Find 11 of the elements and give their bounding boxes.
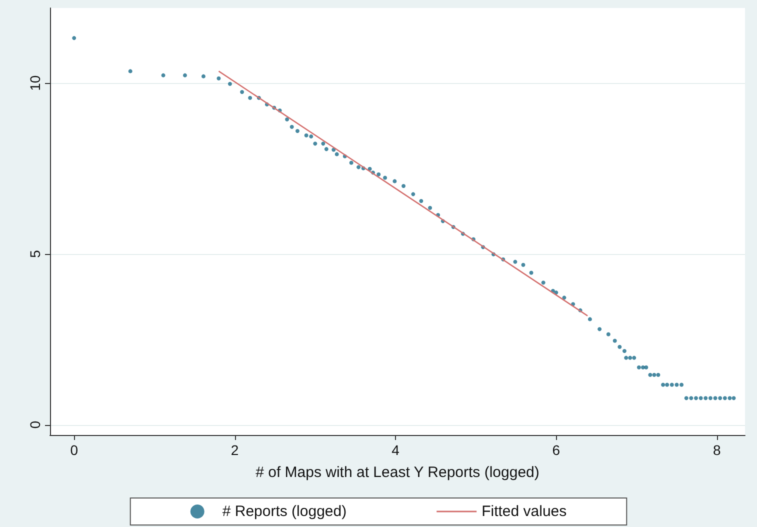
legend-label: # Reports (logged) [222,503,347,520]
x-tick-label: 8 [712,442,721,458]
legend-label: Fitted values [482,503,567,520]
y-tick-label: 5 [27,250,43,258]
x-tick-label: 2 [230,442,239,458]
x-axis-title: # of Maps with at Least Y Reports (logged) [256,464,540,481]
x-tick-label: 4 [392,442,400,458]
y-tick-label: 0 [27,420,43,429]
y-tick-label: 10 [27,75,43,91]
x-tick-label: 0 [70,442,78,458]
x-tick-label: 6 [552,442,560,458]
